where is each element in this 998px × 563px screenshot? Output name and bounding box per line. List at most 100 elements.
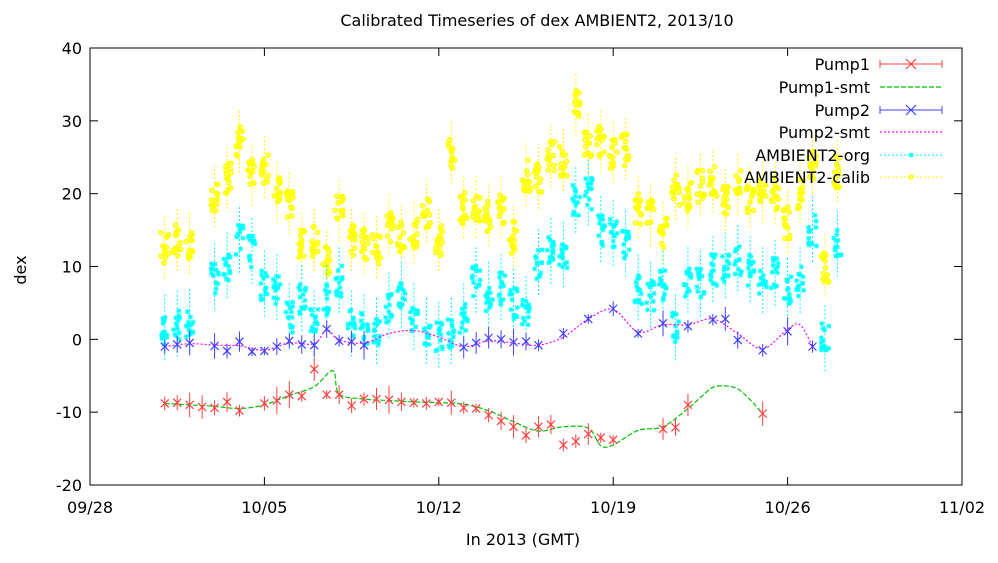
data-point	[363, 256, 370, 263]
data-point	[712, 281, 718, 287]
data-point	[784, 279, 790, 285]
data-point	[633, 329, 643, 338]
data-point	[325, 306, 331, 312]
data-point	[810, 175, 817, 182]
data-point	[496, 293, 502, 299]
data-point	[485, 290, 491, 296]
data-point	[309, 324, 315, 330]
data-point	[596, 233, 602, 239]
data-point	[486, 305, 492, 311]
data-point	[185, 309, 190, 315]
data-point	[283, 190, 290, 196]
data-point	[459, 221, 466, 227]
data-point	[402, 290, 408, 296]
data-point	[771, 282, 777, 288]
data-point	[186, 327, 192, 333]
data-point	[471, 338, 481, 348]
data-point	[210, 262, 216, 268]
data-point	[736, 244, 742, 250]
data-point	[173, 228, 180, 235]
data-point	[733, 335, 743, 345]
data-point	[546, 161, 553, 168]
data-point	[589, 186, 595, 192]
data-point	[470, 293, 476, 299]
data-point	[546, 420, 556, 429]
data-point	[183, 323, 189, 329]
data-point	[751, 267, 757, 273]
data-point	[609, 144, 615, 151]
data-point	[161, 318, 167, 324]
data-point	[769, 198, 776, 205]
data-point	[796, 204, 803, 210]
data-point	[626, 232, 632, 238]
data-point	[683, 321, 693, 331]
data-point	[213, 280, 219, 286]
data-point	[325, 258, 331, 264]
y-tick-label: 30	[62, 112, 82, 131]
data-point	[786, 295, 792, 301]
data-point	[411, 244, 417, 251]
data-point	[162, 329, 168, 335]
data-point	[398, 281, 404, 287]
data-point	[287, 322, 293, 328]
data-point	[235, 222, 241, 228]
data-point	[660, 297, 666, 303]
data-point	[288, 309, 294, 315]
data-point	[608, 304, 618, 314]
data-point	[660, 244, 667, 250]
legend-label: Pump2	[815, 101, 870, 120]
data-point	[159, 332, 165, 338]
data-point	[614, 230, 620, 236]
data-point	[376, 337, 382, 343]
data-point	[274, 199, 281, 205]
data-point	[673, 323, 679, 329]
data-point	[711, 268, 717, 274]
data-point	[650, 298, 656, 304]
data-point	[233, 251, 239, 257]
data-point	[208, 270, 214, 276]
data-point	[364, 322, 370, 328]
data-point	[573, 202, 579, 208]
data-point	[399, 302, 405, 308]
data-point	[836, 155, 843, 161]
data-point	[774, 255, 780, 261]
data-point	[547, 237, 553, 243]
data-point	[756, 184, 763, 191]
data-point	[214, 181, 221, 188]
data-point	[647, 283, 653, 289]
data-point	[222, 397, 232, 407]
data-point	[387, 312, 393, 318]
data-point	[484, 333, 494, 343]
data-point	[347, 337, 357, 346]
series-pump1	[160, 357, 768, 452]
data-point	[251, 180, 257, 187]
data-point	[339, 275, 345, 281]
data-point	[264, 291, 270, 297]
data-point	[400, 243, 407, 250]
data-point	[334, 288, 340, 294]
data-point	[813, 218, 819, 224]
data-point	[624, 131, 630, 138]
data-point	[619, 133, 625, 139]
data-point	[660, 223, 667, 230]
data-point	[273, 301, 279, 307]
data-point	[585, 183, 591, 189]
data-point	[647, 200, 654, 207]
data-point	[583, 129, 589, 135]
data-point	[597, 216, 603, 222]
data-point	[747, 199, 753, 205]
data-point	[656, 281, 662, 287]
data-point	[737, 272, 743, 278]
data-point	[583, 176, 589, 182]
data-point	[309, 248, 316, 255]
data-point	[560, 252, 566, 258]
data-point	[162, 254, 169, 261]
series-pump2	[160, 301, 817, 360]
data-point	[445, 330, 451, 336]
data-point	[477, 277, 483, 283]
data-point	[672, 339, 678, 345]
data-point	[833, 161, 840, 168]
data-point	[326, 289, 332, 295]
data-point	[745, 265, 751, 271]
data-point	[510, 243, 516, 250]
